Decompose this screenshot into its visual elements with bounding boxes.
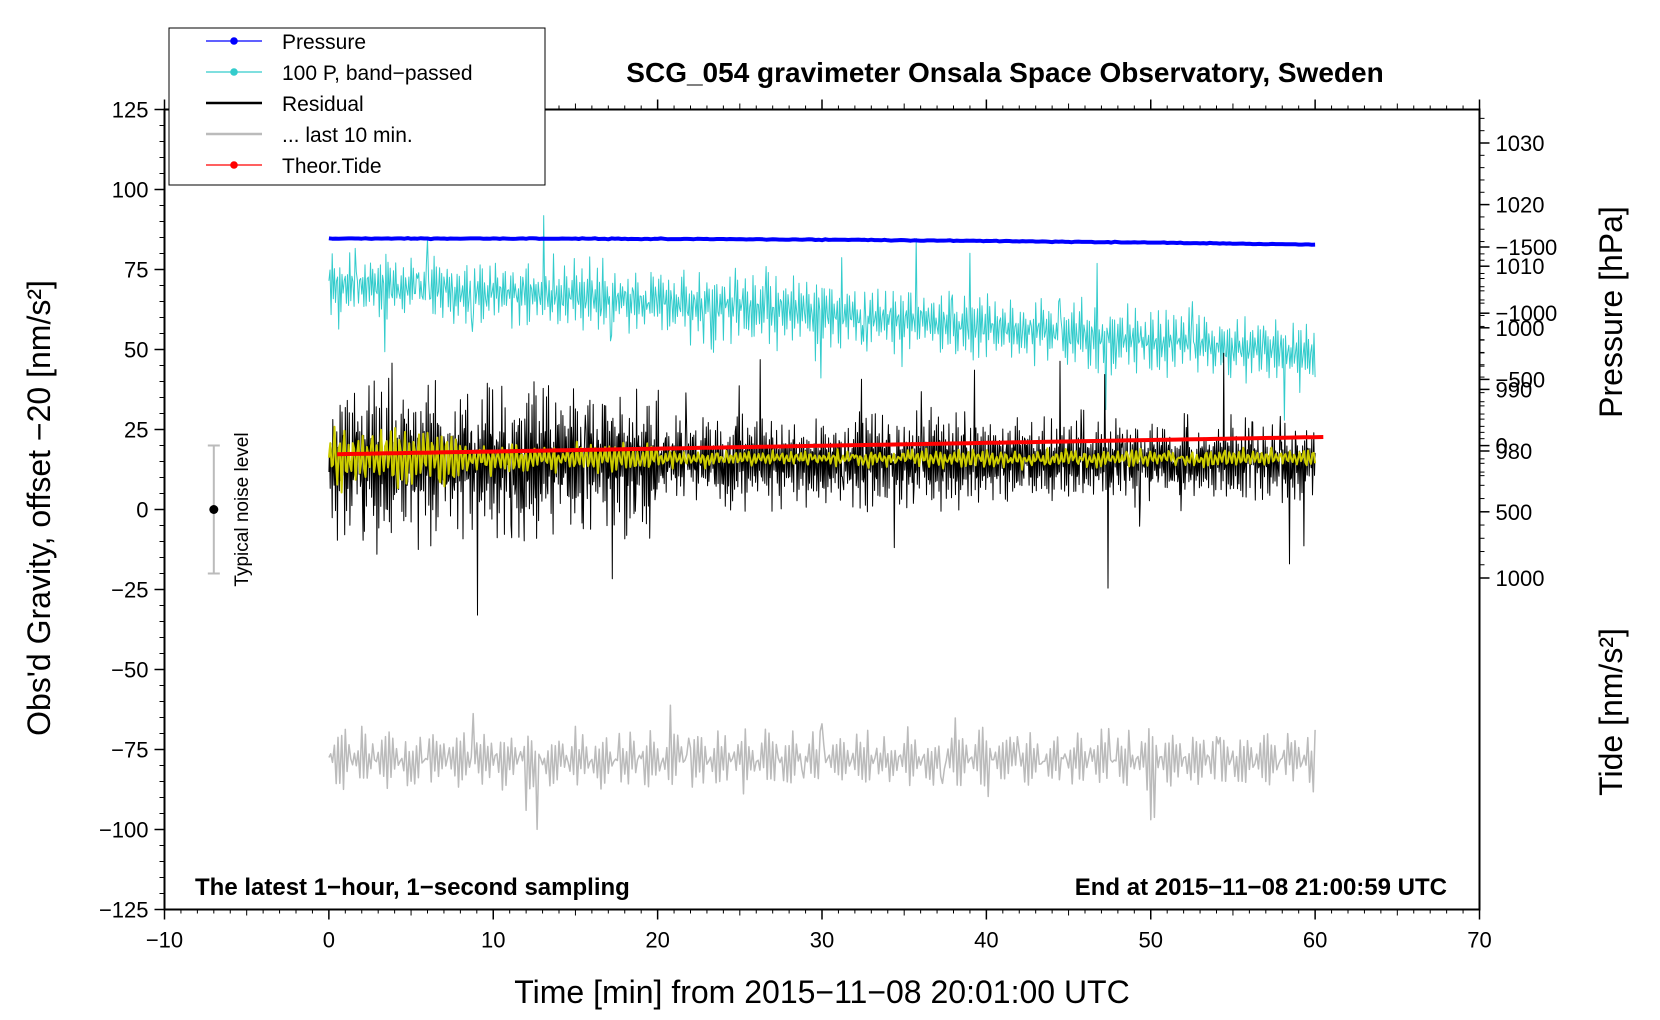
tide-tick-label: 1000 [1496, 566, 1545, 591]
y-tick-label: −50 [111, 658, 148, 683]
series-band-passed-pressure [328, 215, 1316, 421]
series-smoothed-residual [327, 425, 1317, 494]
pressure-tick-label: 1010 [1496, 254, 1545, 279]
sampling-note: The latest 1−hour, 1−second sampling [195, 874, 630, 901]
left-y-axis-label: Obs'd Gravity, offset −20 [nm/s²] [21, 280, 57, 736]
x-tick-label: 40 [974, 928, 998, 953]
y-tick-label: 125 [112, 98, 149, 123]
pressure-tick-label: 1000 [1496, 316, 1545, 341]
tide-tick-label: −1500 [1496, 235, 1558, 260]
y-tick-label: 100 [112, 178, 149, 203]
y-tick-label: 25 [124, 418, 148, 443]
series-residual [328, 352, 1316, 616]
noise-level-label: Typical noise level [232, 432, 253, 586]
x-tick-label: 0 [323, 928, 335, 953]
legend-label: Pressure [282, 31, 366, 54]
legend-marker [230, 37, 238, 45]
x-tick-label: 30 [810, 928, 834, 953]
pressure-tick-label: 990 [1496, 377, 1533, 402]
legend-label: Theor.Tide [282, 155, 382, 178]
y-tick-label: −25 [111, 578, 148, 603]
legend-label: Residual [282, 93, 364, 116]
y-tick-label: −75 [111, 738, 148, 763]
noise-bar-dot [209, 505, 219, 514]
y-tick-label: −100 [99, 818, 149, 843]
y-tick-label: 75 [124, 258, 148, 283]
tide-tick-label: −500 [1496, 367, 1546, 392]
ticks-layer: −10 0 10 20 30 40 50 60 701251007550250−25−50−75… [99, 98, 1557, 953]
series-pressure [328, 236, 1316, 247]
series-layer [327, 215, 1324, 831]
y-tick-label: 0 [136, 498, 148, 523]
x-tick-label: 50 [1139, 928, 1163, 953]
legend-marker [230, 161, 238, 169]
x-tick-label: −10 [146, 928, 183, 953]
pressure-tick-label: 1030 [1496, 131, 1545, 156]
y-tick-label: 50 [124, 338, 148, 363]
y-tick-label: −125 [99, 898, 149, 923]
pressure-tick-label: 980 [1496, 439, 1533, 464]
series-theoretical-tide [337, 435, 1324, 457]
x-tick-label: 20 [645, 928, 669, 953]
series-last-10-min [328, 704, 1316, 831]
legend-label: 100 P, band−passed [282, 62, 473, 85]
tide-tick-label: 0 [1496, 434, 1508, 459]
tide-tick-label: 500 [1496, 500, 1533, 525]
legend: Pressure 100 P, band−passed Residual ... la… [168, 27, 546, 186]
x-tick-label: 60 [1303, 928, 1327, 953]
x-axis-label: Time [min] from 2015−11−08 20:01:00 UTC [514, 974, 1129, 1010]
tide-axis-label: Tide [nm/s²] [1593, 628, 1629, 796]
chart-title: SCG_054 gravimeter Onsala Space Observat… [626, 57, 1383, 88]
tide-tick-label: −1000 [1496, 301, 1558, 326]
legend-label: ... last 10 min. [282, 124, 413, 147]
noise-level-indicator: Typical noise level [207, 432, 253, 587]
legend-box [168, 27, 546, 186]
end-time-note: End at 2015−11−08 21:00:59 UTC [1075, 874, 1447, 901]
x-tick-label: 10 [481, 928, 505, 953]
x-tick-label: 70 [1467, 928, 1491, 953]
pressure-tick-label: 1020 [1496, 193, 1545, 218]
pressure-axis-label: Pressure [hPa] [1593, 206, 1629, 418]
legend-marker [230, 68, 238, 76]
